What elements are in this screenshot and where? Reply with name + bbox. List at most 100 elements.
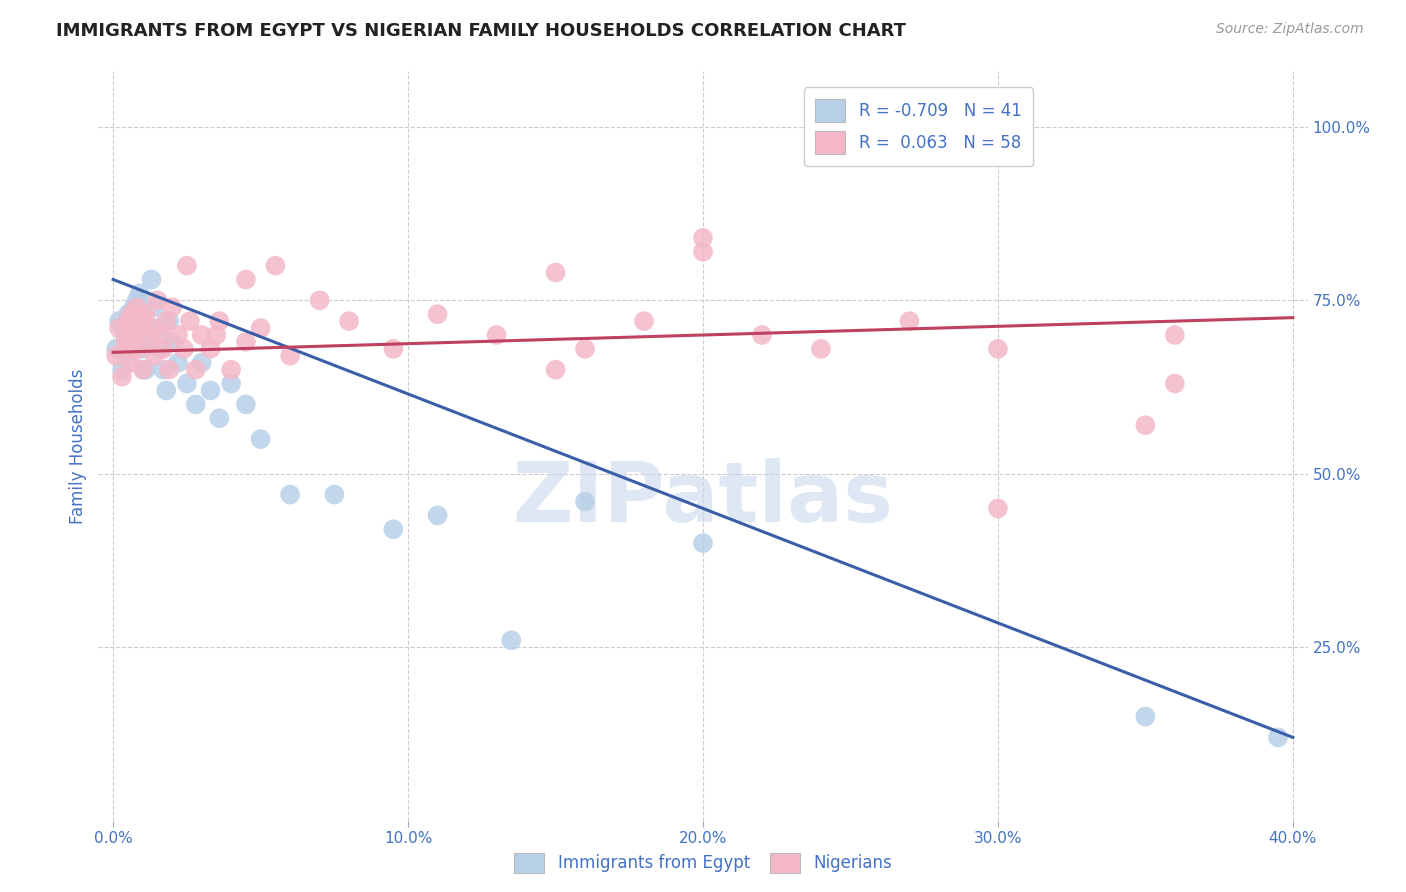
Point (323, 487, 346, 501)
Point (149, 342, 172, 356)
Text: IMMIGRANTS FROM EGYPT VS NIGERIAN FAMILY HOUSEHOLDS CORRELATION CHART: IMMIGRANTS FROM EGYPT VS NIGERIAN FAMILY… (56, 22, 907, 40)
Point (249, 432, 271, 446)
Point (131, 314, 153, 328)
Point (219, 362, 242, 376)
Point (143, 300, 166, 314)
Point (138, 334, 160, 349)
Point (117, 349, 139, 363)
Point (117, 342, 139, 356)
Point (1164, 376, 1187, 391)
Point (128, 321, 150, 335)
Point (501, 633, 523, 648)
Point (111, 369, 134, 384)
Point (176, 259, 198, 273)
Point (125, 342, 148, 356)
Point (108, 314, 131, 328)
Point (146, 321, 169, 335)
Point (114, 328, 136, 343)
Point (125, 334, 148, 349)
Point (205, 328, 228, 343)
Point (426, 508, 449, 523)
Point (146, 293, 169, 308)
Legend: Immigrants from Egypt, Nigerians: Immigrants from Egypt, Nigerians (508, 847, 898, 880)
Point (152, 342, 174, 356)
Point (308, 293, 330, 308)
Point (160, 300, 183, 314)
Point (120, 307, 142, 321)
Point (1135, 418, 1157, 433)
Point (128, 286, 150, 301)
Point (167, 328, 190, 343)
Point (633, 314, 655, 328)
Y-axis label: Family Households: Family Households (69, 368, 87, 524)
Point (1164, 328, 1187, 343)
Point (155, 384, 177, 398)
Point (117, 307, 139, 321)
Point (190, 328, 212, 343)
Point (200, 384, 222, 398)
Point (149, 328, 172, 343)
Point (152, 362, 174, 376)
Point (131, 314, 153, 328)
Point (337, 314, 360, 328)
Point (235, 397, 257, 411)
Point (544, 362, 567, 376)
Point (120, 321, 142, 335)
Point (160, 334, 183, 349)
Point (173, 342, 195, 356)
Point (1135, 709, 1157, 723)
Point (190, 356, 212, 370)
Point (249, 321, 271, 335)
Point (108, 321, 131, 335)
Point (122, 300, 145, 314)
Point (692, 231, 714, 245)
Point (200, 342, 222, 356)
Point (235, 272, 257, 286)
Point (135, 362, 157, 376)
Point (141, 321, 163, 335)
Point (278, 487, 301, 501)
Point (751, 328, 773, 343)
Point (184, 397, 207, 411)
Point (382, 342, 405, 356)
Point (382, 522, 405, 536)
Point (111, 362, 134, 376)
Point (179, 314, 201, 328)
Point (120, 356, 142, 370)
Point (574, 342, 596, 356)
Point (278, 349, 301, 363)
Point (219, 376, 242, 391)
Point (117, 314, 139, 328)
Point (1267, 731, 1289, 745)
Text: ZIPatlas: ZIPatlas (513, 458, 893, 539)
Point (208, 411, 231, 425)
Point (122, 328, 145, 343)
Point (810, 342, 832, 356)
Point (125, 300, 148, 314)
Point (157, 362, 180, 376)
Point (264, 259, 287, 273)
Point (898, 314, 921, 328)
Point (138, 328, 160, 343)
Point (208, 314, 231, 328)
Point (135, 307, 157, 321)
Point (235, 334, 257, 349)
Point (155, 314, 177, 328)
Point (574, 494, 596, 508)
Point (157, 314, 180, 328)
Point (143, 349, 166, 363)
Point (426, 307, 449, 321)
Point (167, 356, 190, 370)
Point (114, 334, 136, 349)
Point (485, 328, 508, 343)
Point (692, 536, 714, 550)
Point (131, 342, 153, 356)
Point (125, 293, 148, 308)
Point (176, 376, 198, 391)
Point (141, 272, 163, 286)
Point (987, 342, 1010, 356)
Point (692, 244, 714, 259)
Point (544, 266, 567, 280)
Point (105, 342, 128, 356)
Point (131, 362, 153, 376)
